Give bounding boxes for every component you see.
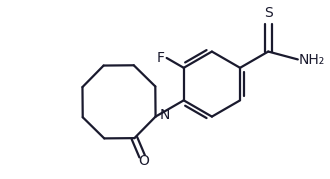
Text: O: O	[139, 154, 149, 168]
Text: S: S	[264, 6, 273, 20]
Text: F: F	[157, 51, 165, 65]
Text: N: N	[159, 108, 170, 122]
Text: NH₂: NH₂	[299, 53, 325, 67]
